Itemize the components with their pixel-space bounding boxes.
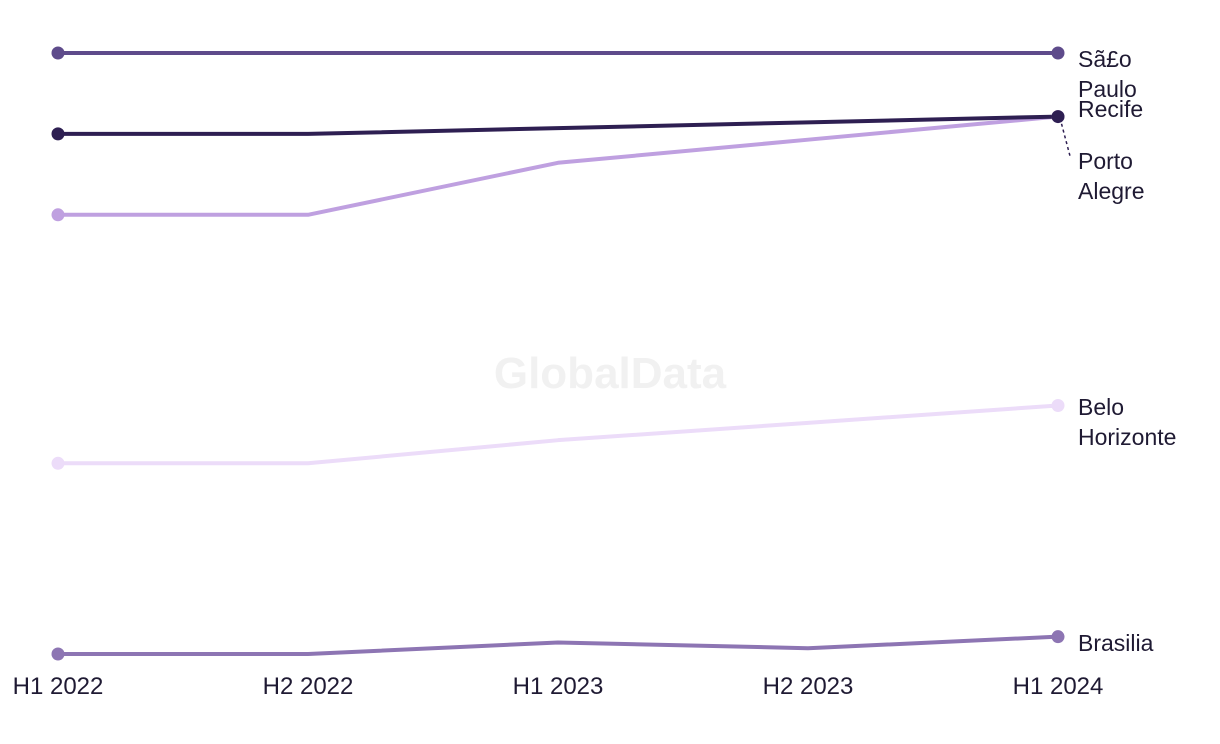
series-label-porto-alegre: Porto bbox=[1078, 148, 1133, 174]
data-point-belo-horizonte bbox=[51, 456, 65, 470]
x-axis-ticks: H1 2022 H2 2022 H1 2023 H2 2023 H1 2024 bbox=[13, 673, 1104, 700]
data-point-porto-alegre bbox=[51, 208, 65, 222]
data-point-brasilia bbox=[51, 647, 65, 661]
series-line-belo-horizonte bbox=[56, 403, 1060, 466]
series-label-belo-horizonte: Belo bbox=[1078, 394, 1124, 420]
data-point-sao-paulo bbox=[1051, 46, 1065, 60]
series-label-porto-alegre: Alegre bbox=[1078, 178, 1144, 204]
series-points bbox=[51, 46, 1065, 661]
series-line-recife bbox=[56, 114, 1060, 136]
x-tick-label: H1 2023 bbox=[513, 673, 604, 700]
series-label-belo-horizonte: Horizonte bbox=[1078, 424, 1176, 450]
data-point-brasilia bbox=[1051, 630, 1065, 644]
series-label-sao-paulo: Sã£o bbox=[1078, 46, 1132, 72]
x-tick-label: H1 2022 bbox=[13, 673, 104, 700]
data-point-recife bbox=[51, 127, 65, 141]
data-point-recife bbox=[1051, 110, 1065, 124]
label-leader-line bbox=[1059, 117, 1071, 157]
x-tick-label: H2 2022 bbox=[263, 673, 354, 700]
series-lines bbox=[56, 51, 1060, 656]
watermark: GlobalData bbox=[494, 349, 727, 398]
series-label-brasilia: Brasilia bbox=[1078, 630, 1154, 656]
series-line-porto-alegre bbox=[56, 114, 1060, 217]
data-point-sao-paulo bbox=[51, 46, 65, 60]
x-tick-label: H1 2024 bbox=[1013, 673, 1104, 700]
series-line-brasilia bbox=[56, 634, 1060, 656]
x-tick-label: H2 2023 bbox=[763, 673, 854, 700]
series-label-recife: Recife bbox=[1078, 96, 1143, 122]
series-label-sao-paulo: Paulo bbox=[1078, 76, 1137, 102]
data-point-belo-horizonte bbox=[1051, 399, 1065, 413]
